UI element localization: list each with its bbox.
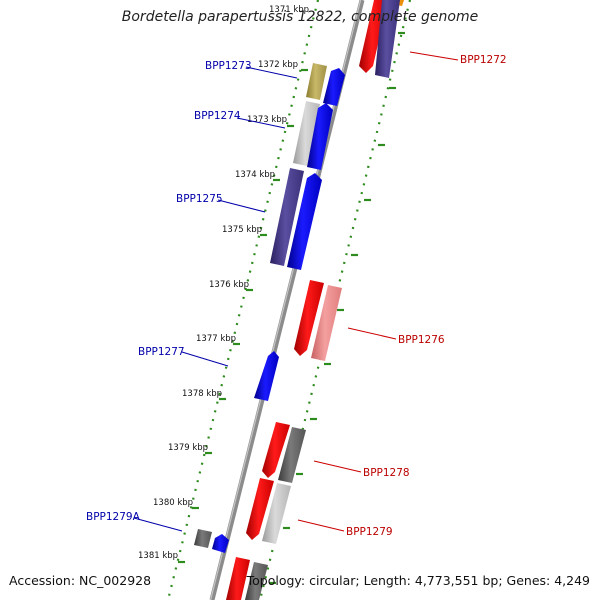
gene-features-right xyxy=(226,0,404,600)
ruler-left-dots xyxy=(166,0,320,600)
gene-label-bpp1277[interactable]: BPP1277 xyxy=(138,346,185,358)
kbp-label: 1372 kbp xyxy=(258,60,298,70)
kbp-label: 1380 kbp xyxy=(153,498,193,508)
gene-feature[interactable] xyxy=(262,483,291,544)
gene-feature[interactable] xyxy=(278,427,306,483)
gene-feature[interactable] xyxy=(245,562,268,600)
gene-feature[interactable] xyxy=(246,478,274,540)
accession-text: Accession: NC_002928 xyxy=(9,573,152,588)
gene-labels-right: BPP1272 BPP1276 BPP1278 BPP1279 xyxy=(346,54,507,538)
kbp-label: 1376 kbp xyxy=(209,280,249,290)
gene-label-bpp1272[interactable]: BPP1272 xyxy=(460,54,507,66)
kbp-label: 1379 kbp xyxy=(168,443,208,453)
gene-feature[interactable] xyxy=(194,529,212,548)
genome-summary-text: Topology: circular; Length: 4,773,551 bp… xyxy=(246,573,590,588)
gene-label-bpp1273[interactable]: BPP1273 xyxy=(205,60,252,72)
label-leaders-right xyxy=(297,51,459,532)
kbp-label: 1377 kbp xyxy=(196,334,236,344)
gene-feature[interactable] xyxy=(254,351,279,401)
gene-feature[interactable] xyxy=(294,280,324,356)
gene-label-bpp1276[interactable]: BPP1276 xyxy=(398,334,445,346)
gene-label-bpp1274[interactable]: BPP1274 xyxy=(194,110,241,122)
kbp-label: 1373 kbp xyxy=(247,115,287,125)
gene-label-bpp1275[interactable]: BPP1275 xyxy=(176,193,223,205)
gene-feature[interactable] xyxy=(323,68,345,106)
gene-feature[interactable] xyxy=(307,103,333,170)
gene-labels-left: BPP1273 BPP1274 BPP1275 BPP1277 BPP1279A xyxy=(86,60,252,523)
ruler-left-ticks xyxy=(178,68,308,564)
map-title: Bordetella parapertussis 12822, complete… xyxy=(121,9,479,25)
kbp-label: 1381 kbp xyxy=(138,551,178,561)
gene-feature[interactable] xyxy=(270,168,304,266)
gene-features-left xyxy=(194,63,345,553)
label-leaders-left xyxy=(133,66,298,532)
gene-feature[interactable] xyxy=(311,285,342,361)
kbp-labels: 1371 kbp 1372 kbp 1373 kbp 1374 kbp 1375… xyxy=(138,5,309,561)
gene-feature[interactable] xyxy=(293,101,320,166)
kbp-label: 1374 kbp xyxy=(235,170,275,180)
gene-feature[interactable] xyxy=(306,63,327,100)
gene-label-bpp1279[interactable]: BPP1279 xyxy=(346,526,393,538)
gene-feature[interactable] xyxy=(375,0,400,78)
gene-feature[interactable] xyxy=(212,534,229,553)
kbp-label: 1378 kbp xyxy=(182,389,222,399)
ruler-right-ticks xyxy=(269,31,405,585)
gene-label-bpp1278[interactable]: BPP1278 xyxy=(363,467,410,479)
kbp-label: 1371 kbp xyxy=(269,5,309,15)
gene-feature[interactable] xyxy=(226,557,250,600)
kbp-label: 1375 kbp xyxy=(222,225,262,235)
gene-feature[interactable] xyxy=(262,422,290,478)
gene-feature[interactable] xyxy=(287,173,322,270)
gene-label-bpp1279a[interactable]: BPP1279A xyxy=(86,511,141,523)
